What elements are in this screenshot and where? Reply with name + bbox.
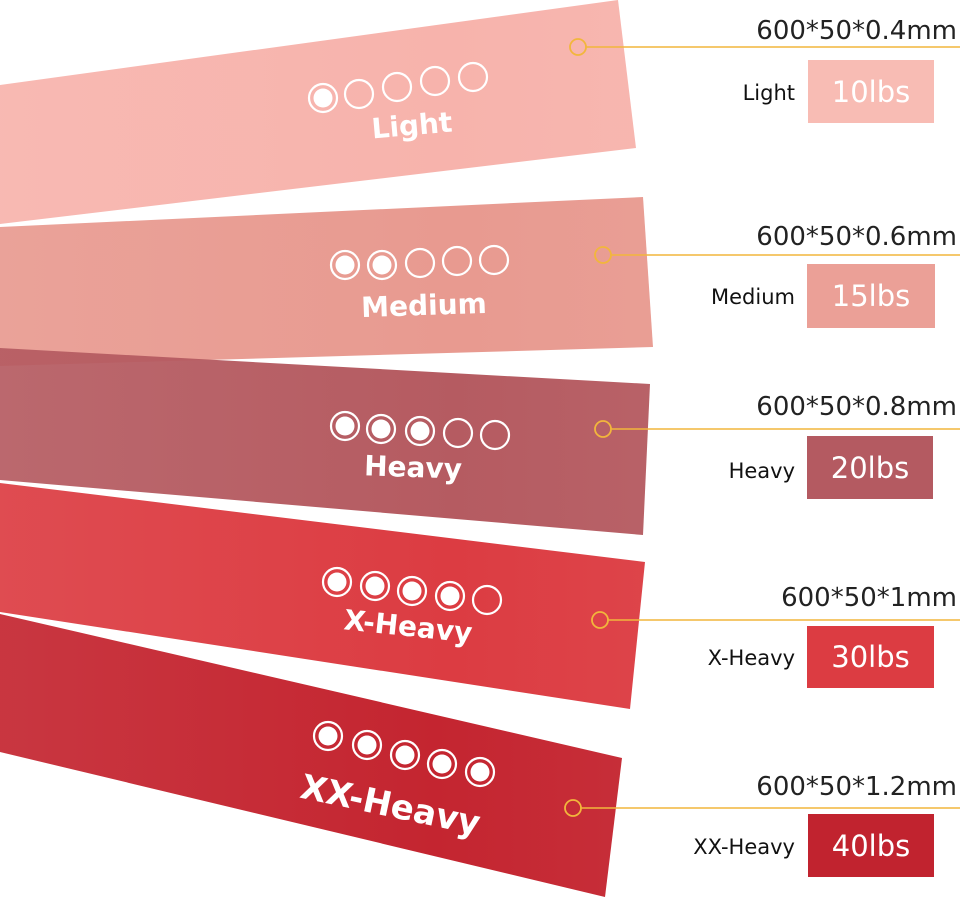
band-heavy: Heavy bbox=[0, 348, 650, 535]
rating-dot-empty bbox=[343, 78, 375, 110]
rating-dot-empty bbox=[441, 245, 473, 277]
rating-dot-empty bbox=[478, 244, 510, 276]
resistance-value-badge: 20lbs bbox=[807, 436, 933, 499]
band-x-heavy: X-Heavy bbox=[0, 483, 645, 709]
marker-circle bbox=[594, 420, 612, 438]
band-light: Light bbox=[0, 0, 636, 224]
band-x-heavy-strip bbox=[0, 483, 645, 709]
band-label: Heavy bbox=[364, 449, 463, 485]
rating-dots bbox=[312, 720, 496, 788]
resistance-value-badge: 10lbs bbox=[808, 60, 934, 123]
rating-dot-fill bbox=[432, 754, 452, 774]
band-medium-strip bbox=[0, 197, 653, 366]
band-label: Light bbox=[370, 106, 453, 146]
band-label: Medium bbox=[361, 287, 488, 324]
rating-dot-empty bbox=[419, 65, 451, 97]
resistance-value-badge: 30lbs bbox=[807, 626, 934, 688]
rating-dot-filled bbox=[359, 570, 391, 602]
thickness-spec: 600*50*0.6mm bbox=[756, 222, 957, 252]
rating-dot-empty bbox=[471, 584, 503, 616]
rating-dot-filled bbox=[426, 748, 458, 780]
rating-dot-fill bbox=[372, 255, 392, 275]
thickness-spec: 600*50*0.8mm bbox=[756, 392, 957, 422]
rating-dot-fill bbox=[402, 581, 422, 601]
marker-circle bbox=[594, 246, 612, 264]
rating-dot-filled bbox=[321, 566, 353, 598]
rating-dot-fill bbox=[470, 762, 490, 782]
rating-dot-fill bbox=[371, 419, 391, 439]
resistance-level-name: Heavy bbox=[728, 459, 795, 483]
rating-dot-filled bbox=[307, 82, 339, 114]
rating-dot-fill bbox=[357, 735, 377, 755]
resistance-value-badge: 40lbs bbox=[808, 814, 934, 877]
rating-dot-fill bbox=[313, 88, 333, 108]
rating-dot-empty bbox=[479, 419, 511, 451]
resistance-level-name: XX-Heavy bbox=[693, 835, 795, 859]
band-heavy-strip bbox=[0, 348, 650, 535]
rating-dot-fill bbox=[318, 726, 338, 746]
marker-circle bbox=[591, 611, 609, 629]
rating-dot-fill bbox=[365, 576, 385, 596]
rating-dot-empty bbox=[442, 417, 474, 449]
rating-dot-filled bbox=[312, 720, 344, 752]
rating-dot-filled bbox=[351, 729, 383, 761]
rating-dot-fill bbox=[327, 572, 347, 592]
rating-dots bbox=[329, 244, 510, 281]
rating-dot-empty bbox=[404, 247, 436, 279]
rating-dot-filled bbox=[434, 580, 466, 612]
rating-dot-filled bbox=[329, 410, 361, 442]
resistance-level-name: Light bbox=[742, 81, 795, 105]
band-medium: Medium bbox=[0, 197, 653, 366]
rating-dot-filled bbox=[365, 413, 397, 445]
thickness-spec: 600*50*0.4mm bbox=[756, 16, 957, 46]
rating-dots bbox=[329, 410, 511, 451]
band-xx-heavy-strip bbox=[0, 614, 622, 897]
rating-dot-filled bbox=[366, 249, 398, 281]
rating-dot-fill bbox=[395, 745, 415, 765]
resistance-level-name: Medium bbox=[711, 285, 795, 309]
rating-dot-filled bbox=[464, 756, 496, 788]
rating-dots bbox=[321, 566, 503, 616]
rating-dot-filled bbox=[396, 575, 428, 607]
marker-circle bbox=[569, 38, 587, 56]
thickness-spec: 600*50*1.2mm bbox=[756, 772, 957, 802]
rating-dot-filled bbox=[389, 739, 421, 771]
rating-dot-filled bbox=[404, 415, 436, 447]
rating-dot-fill bbox=[410, 421, 430, 441]
rating-dot-empty bbox=[457, 61, 489, 93]
thickness-spec: 600*50*1mm bbox=[781, 583, 957, 613]
resistance-value-badge: 15lbs bbox=[807, 264, 935, 328]
rating-dot-fill bbox=[335, 255, 355, 275]
rating-dot-empty bbox=[381, 71, 413, 103]
rating-dot-fill bbox=[440, 586, 460, 606]
marker-circle bbox=[564, 799, 582, 817]
rating-dot-filled bbox=[329, 249, 361, 281]
rating-dot-fill bbox=[335, 416, 355, 436]
rating-dots bbox=[307, 61, 489, 114]
resistance-level-name: X-Heavy bbox=[707, 646, 795, 670]
